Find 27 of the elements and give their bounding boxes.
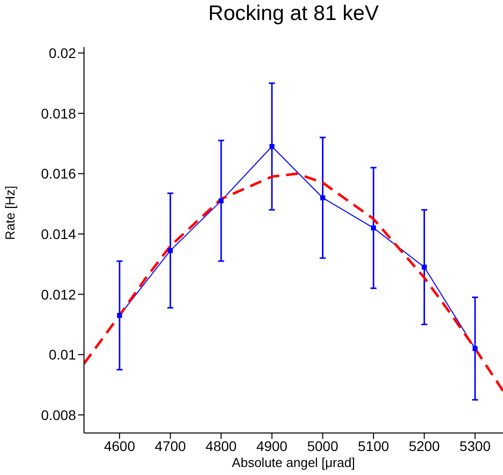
point xyxy=(370,225,376,230)
y-tick-label: 0.02 xyxy=(48,45,76,61)
x-axis-title: Absolute angel [μrad] xyxy=(232,455,356,470)
chart-title: Rocking at 81 keV xyxy=(207,2,380,26)
y-tick-label: 0.01 xyxy=(48,346,76,363)
x-tick-label: 4600 xyxy=(104,438,136,454)
y-tick-label: 0.016 xyxy=(40,166,76,182)
point xyxy=(472,346,478,352)
point xyxy=(117,312,122,318)
y-tick-label: 0.008 xyxy=(40,406,76,423)
point xyxy=(320,195,326,200)
x-tick-label: 4700 xyxy=(154,438,186,454)
y-tick-label: 0.012 xyxy=(40,286,76,302)
x-tick-label: 4800 xyxy=(206,438,237,454)
x-tick-label: 5300 xyxy=(459,438,491,454)
point xyxy=(269,144,274,150)
x-tick-label: 5200 xyxy=(408,438,440,454)
point xyxy=(218,198,224,204)
y-tick-label: 0.018 xyxy=(40,105,76,122)
point xyxy=(422,264,427,270)
y-tick-label: 0.014 xyxy=(40,226,76,242)
x-tick-label: 5000 xyxy=(307,438,338,454)
x-tick-label: 4900 xyxy=(256,438,288,454)
point xyxy=(168,248,173,254)
y-axis-title: Rate [Hz] xyxy=(2,186,18,240)
x-tick-label: 5100 xyxy=(358,438,390,454)
line-series xyxy=(84,172,503,392)
